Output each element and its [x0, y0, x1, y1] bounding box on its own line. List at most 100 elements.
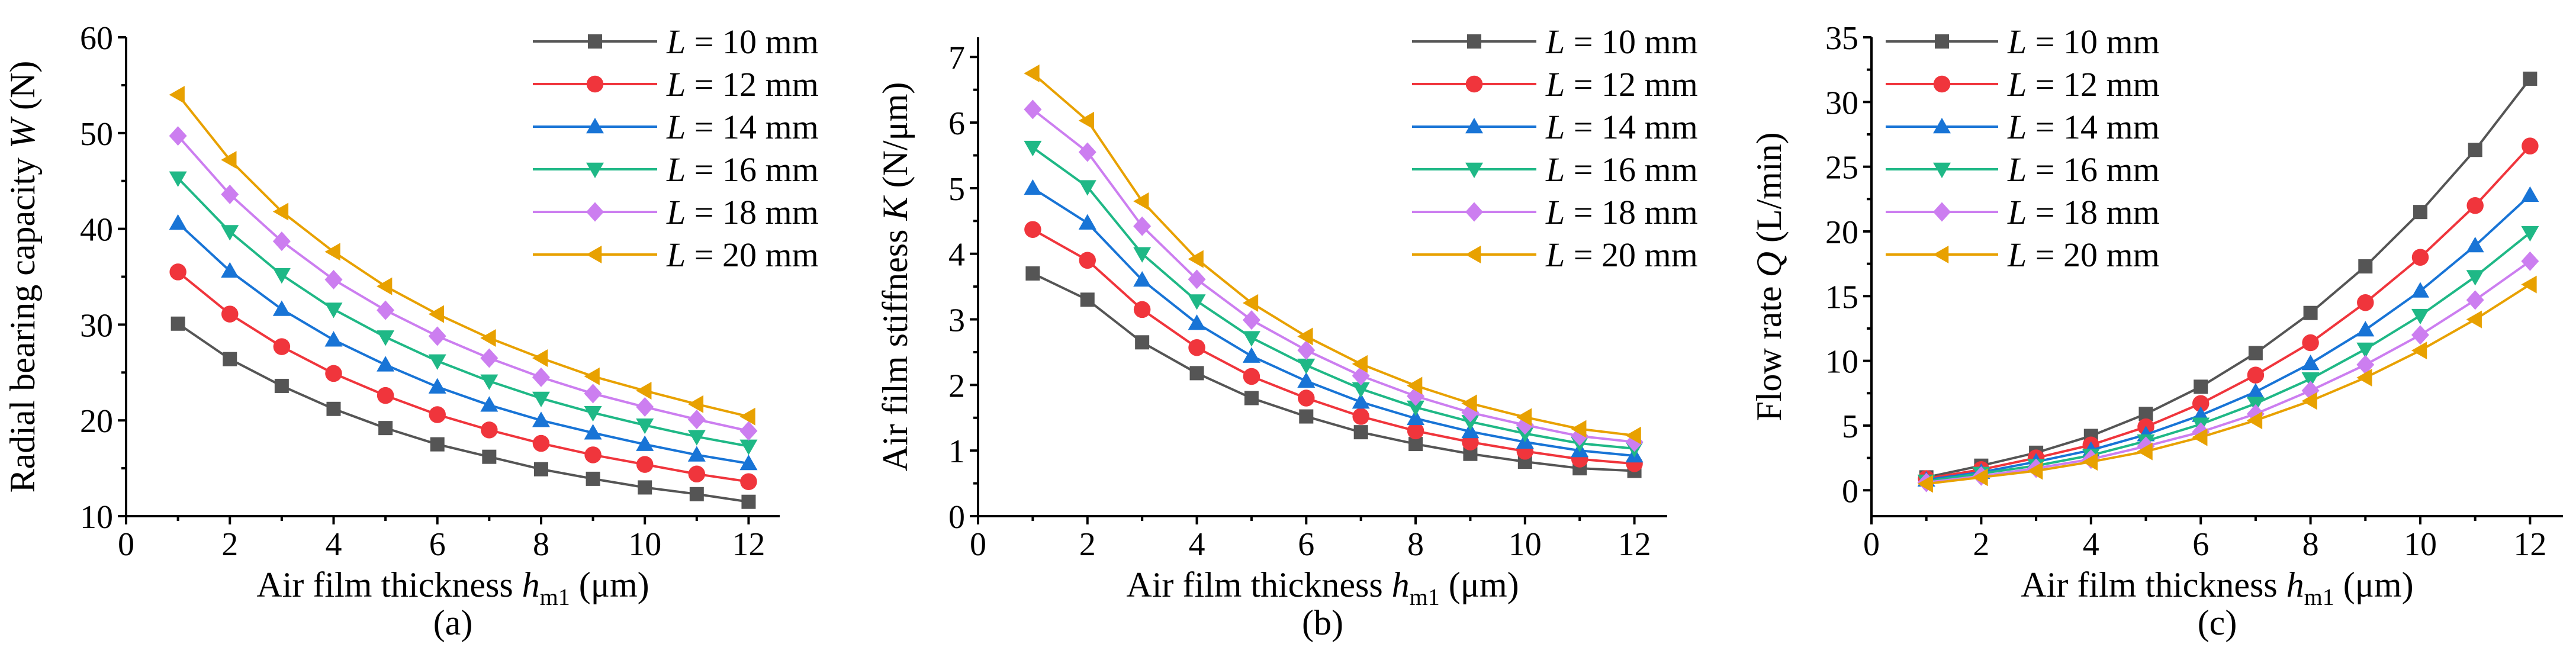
data-point — [1352, 393, 1370, 409]
x-tick-label: 2 — [1973, 526, 1989, 563]
data-point — [1407, 376, 1423, 395]
data-point — [1078, 142, 1096, 162]
data-point — [1299, 409, 1314, 424]
data-point — [169, 171, 187, 187]
data-point — [1188, 339, 1205, 356]
series-line — [177, 271, 749, 483]
data-point — [2523, 71, 2538, 86]
data-point — [1353, 425, 1368, 440]
data-point — [2411, 282, 2429, 298]
legend-label: L = 18 mm — [666, 193, 819, 231]
x-tick-label: 8 — [1407, 526, 1424, 563]
y-axis-title: Air film stiffness K (N/μm) — [876, 82, 915, 472]
data-point — [1133, 301, 1151, 318]
data-point — [169, 214, 187, 230]
y-tick-label: 25 — [1825, 150, 1858, 186]
data-point — [1133, 271, 1152, 287]
panel-caption: (a) — [433, 603, 473, 642]
legend-label: L = 14 mm — [2007, 108, 2160, 146]
y-tick-label: 60 — [80, 20, 113, 57]
data-point — [2246, 411, 2263, 430]
data-point — [2357, 294, 2374, 311]
data-point — [1135, 335, 1150, 350]
y-tick-label: 0 — [1842, 473, 1858, 510]
data-point — [1078, 214, 1096, 230]
x-tick-label: 6 — [429, 526, 446, 563]
data-point — [584, 424, 602, 440]
data-point — [1297, 372, 1316, 388]
data-point — [636, 382, 652, 400]
data-point — [1188, 250, 1204, 268]
data-point — [2247, 366, 2265, 384]
data-point — [688, 465, 706, 483]
x-tick-label: 0 — [1863, 526, 1880, 563]
y-axis-title: Radial bearing capacity W (N) — [3, 61, 42, 493]
y-tick-label: 10 — [1825, 344, 1858, 381]
series-14mm — [1024, 179, 1644, 463]
data-point — [1244, 391, 1259, 405]
data-point — [377, 387, 394, 404]
data-point — [2192, 395, 2210, 413]
legend-label: L = 18 mm — [1545, 193, 1698, 231]
data-point — [1242, 347, 1260, 363]
data-point — [1917, 475, 1933, 493]
y-tick-label: 30 — [1825, 85, 1858, 121]
legend-label: L = 18 mm — [2007, 193, 2160, 231]
legend-entry: L = 16 mm — [1412, 150, 1698, 189]
data-point — [1024, 64, 1040, 82]
x-axis-title: Air film thickness hm1 (μm) — [256, 565, 649, 610]
data-point — [584, 367, 600, 385]
series-line — [1926, 194, 2531, 481]
legend-entry: L = 10 mm — [1412, 22, 1698, 61]
data-point — [221, 184, 239, 204]
legend-label: L = 16 mm — [666, 150, 819, 189]
data-point — [2301, 354, 2320, 371]
data-point — [169, 263, 186, 281]
legend: L = 10 mm L = 12 mm L = 14 mm L = 16 mm L = … — [1886, 22, 2160, 274]
data-point — [1461, 415, 1480, 431]
legend-entry: L = 20 mm — [533, 236, 819, 274]
panel-caption: (c) — [2198, 603, 2237, 642]
data-point — [2522, 137, 2539, 154]
data-point — [221, 305, 239, 323]
data-point — [1080, 292, 1095, 307]
series-line — [1032, 146, 1635, 450]
data-point — [428, 326, 446, 346]
legend-label: L = 16 mm — [1545, 150, 1698, 189]
x-tick-label: 0 — [118, 526, 134, 563]
data-point — [584, 406, 602, 422]
x-tick-label: 6 — [1298, 526, 1314, 563]
data-point — [2466, 237, 2484, 253]
data-point — [430, 437, 445, 452]
legend-entry: L = 12 mm — [1412, 65, 1698, 104]
series-line — [177, 94, 749, 418]
series-line — [1926, 260, 2531, 484]
x-axis-title: Air film thickness hm1 (μm) — [2021, 565, 2413, 610]
legend-entry: L = 14 mm — [1886, 108, 2160, 146]
data-point — [324, 302, 343, 318]
y-axis-title: Flow rate Q (L/min) — [1750, 132, 1789, 421]
data-point — [1133, 216, 1152, 236]
data-point — [326, 401, 341, 416]
legend-label: L = 20 mm — [1545, 236, 1698, 274]
data-point — [2521, 275, 2537, 294]
series-line — [177, 177, 749, 447]
data-point — [480, 329, 496, 347]
data-point — [1189, 366, 1204, 381]
data-point — [272, 268, 291, 284]
data-point — [636, 435, 654, 451]
data-point — [272, 231, 291, 252]
data-point — [2356, 342, 2375, 358]
legend-label: L = 12 mm — [1545, 65, 1698, 104]
series-16mm — [169, 171, 758, 455]
data-point — [2246, 383, 2265, 399]
data-point — [2027, 462, 2043, 480]
series-20mm — [169, 86, 755, 426]
data-point — [1188, 294, 1206, 310]
series-line — [1926, 231, 2531, 482]
data-point — [223, 352, 237, 366]
y-tick-label: 5 — [1842, 408, 1858, 445]
data-point — [169, 86, 185, 104]
data-point — [739, 421, 758, 441]
y-tick-label: 6 — [948, 105, 965, 142]
